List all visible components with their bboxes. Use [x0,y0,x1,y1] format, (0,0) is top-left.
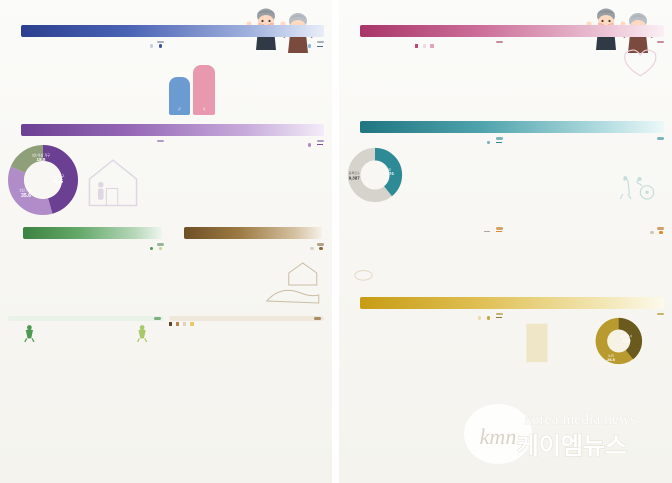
panel-household-type: 45.6 1인 가구 35.6 2인 가구 18.8 3인 이상 가구 [8,139,164,217]
panel-treatment [508,41,664,114]
job-applications-tag [657,312,664,316]
section-4-title-bar [183,227,322,240]
income-bracket-tag [496,227,503,230]
page-gutter [333,0,339,483]
svg-text:3,674: 3,674 [383,171,394,176]
panel-income-source [508,227,664,290]
section-8-jobs: 동두천시 73.5 노인 26.5 [345,296,666,380]
disability-donut: 노인 3,674 등록인구 9,387 [347,147,403,202]
solo-household-tag [317,139,324,143]
disability-legend [347,140,503,145]
panel-income-bracket [347,227,503,290]
section-4-housing [169,226,325,310]
insurance-tag [496,41,503,44]
pop-trend-chart [8,49,164,113]
section-5-title-bar [360,25,664,37]
panel-facility [508,137,664,204]
home-owner-tag [317,243,324,246]
svg-text:kmn: kmn [480,424,517,449]
region-chart [218,49,324,115]
income-bracket-legend [347,230,503,232]
svg-text:노인: 노인 [386,166,392,171]
gender-region-tag [317,41,324,44]
page-left: ♂ ♀ [0,0,333,483]
home-owner-legend [169,246,325,250]
household-donut: 45.6 1인 가구 35.6 2인 가구 18.8 3인 이상 가구 [8,145,78,216]
svg-text:9,387: 9,387 [349,175,360,180]
section-6-title-bar [360,121,664,134]
panel-solo-household [169,139,325,217]
disability-tag [496,137,503,140]
treatment-tag [657,41,664,44]
svg-text:동두천시: 동두천시 [621,333,632,338]
home-value-legend [168,322,325,326]
svg-text:등록인구: 등록인구 [349,170,360,175]
household-type-tag [156,139,164,143]
migration-tag [156,243,164,246]
watermark: kmn korea media news 케이엠뉴스 [452,388,672,483]
pop-trend-tag [156,41,164,44]
section-6-welfare: 노인 3,674 등록인구 9,387 [345,120,666,204]
section-5-health [345,24,666,114]
svg-text:73.5: 73.5 [622,338,631,343]
jobs-tag [496,312,503,316]
jobs-legend [347,316,503,320]
panel-insurance [347,41,503,114]
section-7-title-bar [360,211,664,223]
insurance-legend [347,44,503,48]
migration-legend [8,246,164,250]
svg-text:3인 이상 가구: 3인 이상 가구 [32,153,50,158]
svg-text:노인: 노인 [608,353,614,358]
gender-region-legend [169,44,325,48]
section-8-title-bar [360,296,664,309]
watermark-latin: korea media news [524,411,636,428]
svg-text:1인 가구: 1인 가구 [52,174,66,179]
panel-home-value [168,315,325,327]
section-3-migration [8,226,164,310]
svg-text:18.8: 18.8 [37,157,46,162]
section-1-title-bar [21,25,324,37]
pop-trend-legend [8,44,164,48]
income-source-legend [508,230,664,234]
solo-household-legend [169,143,325,147]
svg-text:35.6: 35.6 [21,193,31,199]
wheelchair-icon [619,176,655,200]
watermark-hangul: 케이엠뉴스 [517,433,627,460]
gender-bars: ♂ ♀ [168,49,216,115]
panel-move-reason [8,315,164,347]
panel-pop-gender-region: ♂ ♀ [168,41,325,115]
house-illustration [88,159,138,207]
panel-jobs [347,312,503,380]
income-source-tag [657,227,664,230]
panel-disability: 노인 3,674 등록인구 9,387 [347,137,503,204]
svg-text:2인 가구: 2인 가구 [20,188,34,193]
page-right: 노인 3,674 등록인구 9,387 [339,0,672,483]
home-value-tag [314,317,321,320]
section-3-title-bar [23,227,162,240]
section-1-population: ♂ ♀ [6,24,326,115]
move-reason-tag [153,317,161,320]
section-2-title-bar [21,123,324,136]
panel-job-applications: 동두천시 73.5 노인 26.5 [508,312,664,380]
section-2-household: 45.6 1인 가구 35.6 2인 가구 18.8 3인 이상 가구 [6,123,326,217]
svg-text:26.5: 26.5 [607,357,616,362]
facility-tag [657,137,664,140]
panel-pop-trend [8,41,164,115]
svg-text:45.6: 45.6 [53,179,63,185]
section-7-income [345,210,666,290]
